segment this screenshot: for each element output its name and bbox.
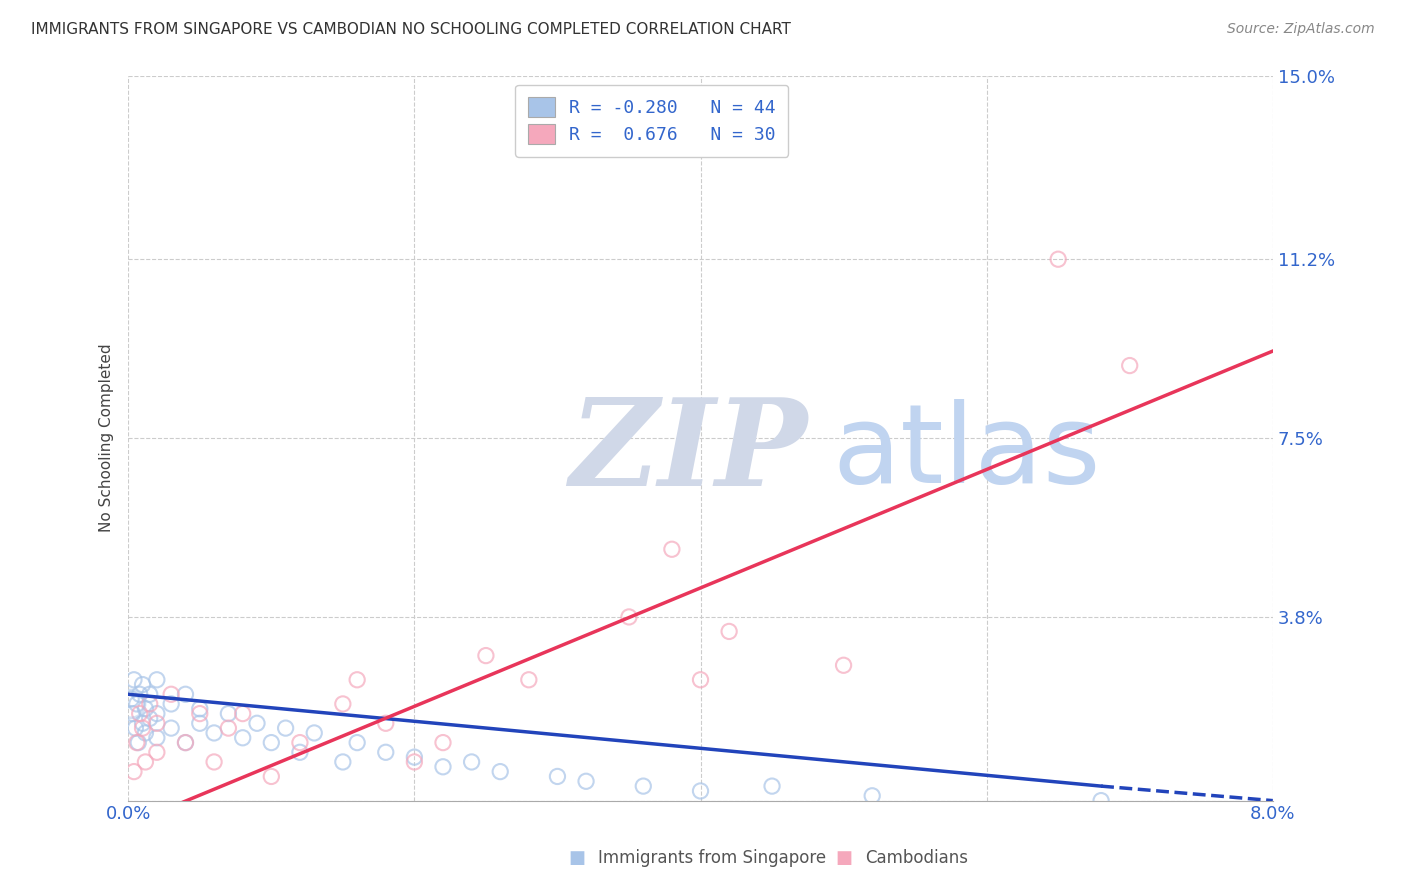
Point (188, 702, 211, 716)
Point (217, 721, 239, 735)
Point (575, 774, 598, 789)
Point (174, 736, 197, 750)
Point (860, 789, 883, 803)
Point (432, 760, 454, 774)
Point (1047, 252, 1070, 267)
Point (718, 624, 741, 639)
Point (288, 736, 311, 750)
Point (346, 673, 368, 687)
Point (121, 706, 143, 721)
Text: ■: ■ (835, 849, 852, 867)
Text: Immigrants from Singapore: Immigrants from Singapore (598, 849, 825, 867)
Point (232, 706, 254, 721)
Point (332, 697, 354, 711)
Text: Cambodians: Cambodians (865, 849, 967, 867)
Point (832, 658, 855, 673)
Point (146, 716, 169, 731)
Point (125, 697, 148, 711)
Point (131, 677, 153, 691)
Point (202, 755, 225, 769)
Point (125, 736, 148, 750)
Point (127, 736, 149, 750)
Point (120, 697, 142, 711)
Point (617, 610, 640, 624)
Text: atlas: atlas (832, 399, 1101, 506)
Point (138, 711, 160, 725)
Point (146, 745, 169, 759)
Point (232, 731, 254, 745)
Point (138, 687, 160, 701)
Point (122, 673, 145, 687)
Point (489, 764, 512, 779)
Point (128, 687, 150, 701)
Text: ZIP: ZIP (569, 393, 807, 512)
Point (374, 745, 396, 759)
Point (332, 755, 354, 769)
Point (460, 755, 482, 769)
Point (432, 736, 454, 750)
Point (202, 726, 225, 740)
Point (160, 687, 183, 701)
Point (246, 716, 269, 731)
Point (124, 721, 146, 735)
Point (188, 706, 211, 721)
Point (1118, 359, 1140, 373)
Point (174, 736, 197, 750)
Point (134, 702, 156, 716)
Point (120, 692, 142, 706)
Point (302, 726, 325, 740)
Point (260, 769, 283, 783)
Point (188, 716, 211, 731)
Point (131, 721, 153, 735)
Point (689, 673, 711, 687)
Point (134, 755, 156, 769)
Point (1090, 794, 1112, 808)
Point (131, 716, 153, 731)
Text: Source: ZipAtlas.com: Source: ZipAtlas.com (1227, 22, 1375, 37)
Point (475, 648, 498, 663)
Point (661, 542, 683, 557)
Point (404, 750, 426, 764)
Point (217, 706, 239, 721)
Point (274, 721, 297, 735)
Point (146, 731, 169, 745)
Point (761, 779, 783, 793)
Point (128, 706, 150, 721)
Point (288, 745, 311, 759)
Point (160, 697, 183, 711)
Point (633, 779, 655, 793)
Point (260, 736, 283, 750)
Legend: R = -0.280   N = 44, R =  0.676   N = 30: R = -0.280 N = 44, R = 0.676 N = 30 (515, 85, 789, 157)
Text: IMMIGRANTS FROM SINGAPORE VS CAMBODIAN NO SCHOOLING COMPLETED CORRELATION CHART: IMMIGRANTS FROM SINGAPORE VS CAMBODIAN N… (31, 22, 790, 37)
Text: ■: ■ (568, 849, 585, 867)
Point (404, 755, 426, 769)
Point (146, 706, 169, 721)
Point (689, 784, 711, 798)
Point (134, 726, 156, 740)
Point (174, 687, 197, 701)
Point (138, 697, 160, 711)
Point (546, 769, 568, 783)
Point (346, 736, 368, 750)
Point (374, 716, 396, 731)
Y-axis label: No Schooling Completed: No Schooling Completed (100, 343, 114, 533)
Point (517, 673, 540, 687)
Point (122, 764, 145, 779)
Point (146, 673, 169, 687)
Point (160, 721, 183, 735)
